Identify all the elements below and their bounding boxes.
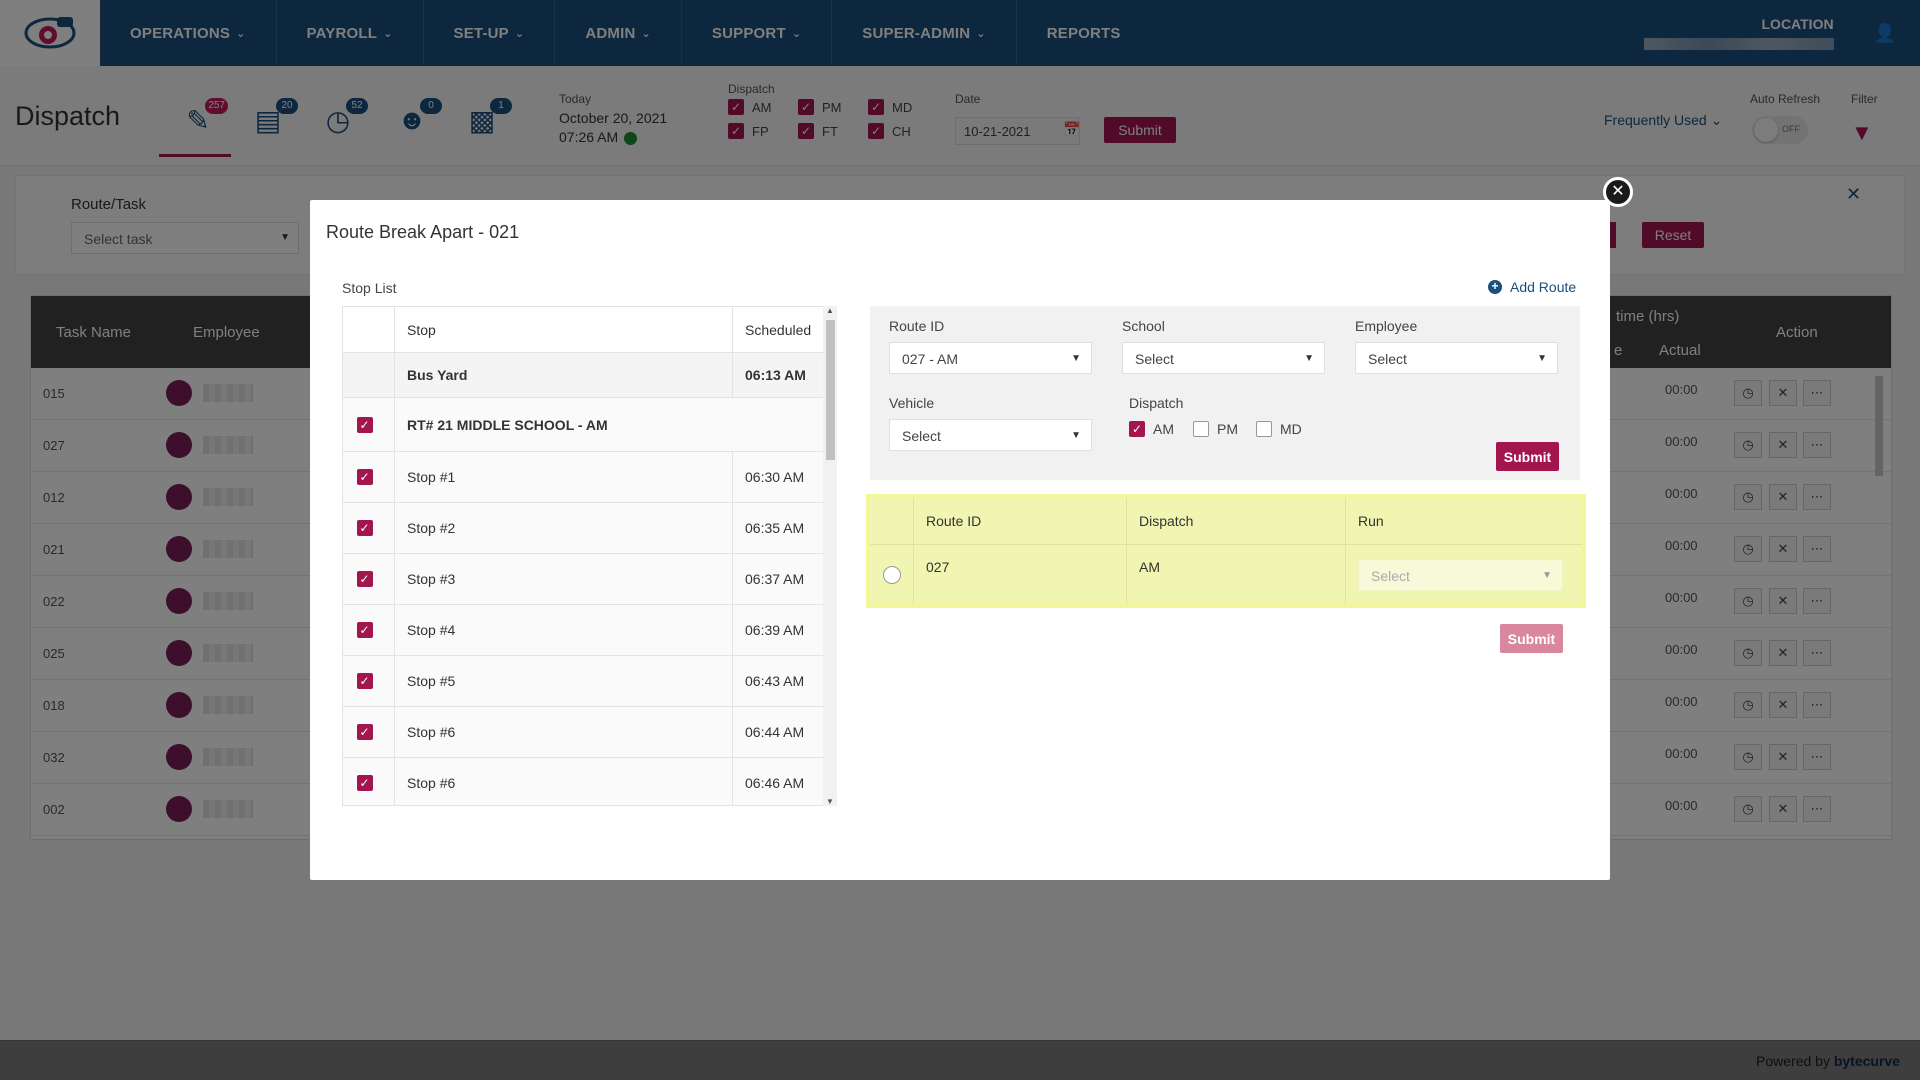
school-label: School [1122, 318, 1165, 334]
header-checkbox-cell [343, 307, 395, 352]
stop-checkbox[interactable]: ✓ [356, 416, 373, 433]
run-select[interactable]: Select ▼ [1358, 558, 1563, 591]
col-run: Run [1358, 513, 1384, 529]
route-id-label: Route ID [889, 318, 945, 334]
employee-select[interactable]: Select ▼ [1355, 342, 1558, 374]
scroll-up-icon[interactable]: ▲ [826, 306, 834, 315]
stop-name: Stop #5 [395, 656, 733, 706]
scrollbar-thumb[interactable] [826, 320, 835, 460]
school-select[interactable]: Select ▼ [1122, 342, 1325, 374]
select-value: Select [902, 428, 941, 444]
checkmark-icon: ✓ [1129, 421, 1145, 437]
checkbox-label: MD [1280, 421, 1302, 437]
stop-name: Stop #3 [395, 554, 733, 604]
stop-row[interactable]: ✓ Stop #6 06:46 AM [343, 758, 831, 805]
add-route-label: Add Route [1510, 279, 1577, 295]
vehicle-label: Vehicle [889, 395, 935, 411]
stop-row[interactable]: ✓ Stop #5 06:43 AM [343, 656, 831, 707]
stop-name: Stop #6 [395, 707, 733, 757]
stop-name: RT# 21 MIDDLE SCHOOL - AM [407, 416, 608, 433]
scheduled-time: 06:46 AM [745, 775, 805, 791]
form-dispatch-am-checkbox[interactable]: ✓ AM [1129, 421, 1174, 437]
checkbox-label: AM [1153, 421, 1174, 437]
col-scheduled: Scheduled [745, 321, 812, 338]
caret-down-icon: ▼ [1542, 569, 1552, 581]
checkbox-empty-icon [1193, 421, 1209, 437]
stop-row[interactable]: ✓ Stop #2 06:35 AM [343, 503, 831, 554]
scheduled-time: 06:37 AM [745, 571, 805, 587]
stop-row[interactable]: ✓ Stop #3 06:37 AM [343, 554, 831, 605]
caret-down-icon: ▼ [1071, 430, 1081, 441]
route-result-table: Route ID Dispatch Run 027 AM Select ▼ [866, 494, 1586, 608]
select-placeholder: Select [1371, 567, 1410, 584]
stop-checkbox[interactable]: ✓ [356, 724, 373, 740]
employee-label: Employee [1355, 318, 1418, 334]
stop-list-table: Stop Scheduled Bus Yard 06:13 AM ✓ RT# 2… [342, 306, 832, 806]
stop-row[interactable]: ✓ Stop #1 06:30 AM [343, 452, 831, 503]
scheduled-time: 06:35 AM [745, 520, 805, 536]
stop-checkbox[interactable]: ✓ [356, 469, 373, 485]
scheduled-time: 06:44 AM [745, 724, 805, 740]
select-value: Select [1135, 351, 1174, 367]
stop-checkbox[interactable]: ✓ [356, 622, 373, 638]
stop-table-header: Stop Scheduled [343, 307, 831, 353]
modal-title: Route Break Apart - 021 [326, 222, 520, 242]
plus-circle-icon: + [1488, 280, 1502, 294]
select-value: 027 - AM [902, 351, 959, 367]
stop-row[interactable]: ✓ Stop #6 06:44 AM [343, 707, 831, 758]
scheduled-time: 06:43 AM [745, 673, 805, 689]
form-submit-button[interactable]: Submit [1496, 442, 1559, 471]
checkbox-label: PM [1217, 421, 1238, 437]
checkbox-empty-icon [1256, 421, 1272, 437]
stop-list-scrollbar[interactable]: ▲ ▼ [823, 306, 837, 806]
checkbox-cell [343, 353, 395, 397]
scheduled-time: 06:13 AM [745, 367, 806, 383]
stop-checkbox[interactable]: ✓ [356, 673, 373, 689]
caret-down-icon: ▼ [1304, 353, 1314, 364]
col-route-id: Route ID [914, 498, 1127, 544]
col-dispatch: Dispatch [1127, 498, 1346, 544]
header-radio-cell [870, 498, 914, 544]
stop-name: Stop #4 [395, 605, 733, 655]
route-radio[interactable] [882, 565, 901, 584]
scroll-down-icon[interactable]: ▼ [826, 797, 834, 806]
stop-checkbox[interactable]: ✓ [356, 571, 373, 587]
stop-row[interactable]: ✓ Stop #4 06:39 AM [343, 605, 831, 656]
scheduled-time: 06:30 AM [745, 469, 805, 485]
route-id-value: 027 [914, 545, 1127, 604]
stop-name: Stop #6 [395, 758, 733, 805]
stop-row[interactable]: ✓ RT# 21 MIDDLE SCHOOL - AM [343, 398, 831, 452]
stop-row: Bus Yard 06:13 AM [343, 353, 831, 398]
modal-close-icon[interactable]: ✕ [1603, 177, 1633, 207]
form-dispatch-md-checkbox[interactable]: MD [1256, 421, 1302, 437]
dispatch-label: Dispatch [1129, 395, 1184, 411]
route-break-apart-modal: Route Break Apart - 021 Stop List Stop S… [310, 200, 1610, 880]
result-submit-button[interactable]: Submit [1500, 624, 1563, 653]
vehicle-select[interactable]: Select ▼ [889, 419, 1092, 451]
result-row[interactable]: 027 AM Select ▼ [870, 545, 1582, 604]
select-value: Select [1368, 351, 1407, 367]
stop-name: Stop #1 [395, 452, 733, 502]
stop-list-label: Stop List [342, 280, 397, 296]
route-id-select[interactable]: 027 - AM ▼ [889, 342, 1092, 374]
stop-name: Bus Yard [395, 353, 733, 397]
stop-checkbox[interactable]: ✓ [356, 520, 373, 536]
caret-down-icon: ▼ [1071, 353, 1081, 364]
stop-checkbox[interactable]: ✓ [356, 775, 373, 791]
caret-down-icon: ▼ [1537, 353, 1547, 364]
route-form: Route ID 027 - AM ▼ School Select ▼ Employ… [870, 306, 1580, 480]
result-table-header: Route ID Dispatch Run [870, 498, 1582, 545]
form-dispatch-pm-checkbox[interactable]: PM [1193, 421, 1238, 437]
col-stop: Stop [395, 307, 733, 352]
scheduled-time: 06:39 AM [745, 622, 805, 638]
add-route-link[interactable]: + Add Route [1488, 279, 1576, 295]
dispatch-value: AM [1127, 545, 1346, 604]
stop-name: Stop #2 [395, 503, 733, 553]
